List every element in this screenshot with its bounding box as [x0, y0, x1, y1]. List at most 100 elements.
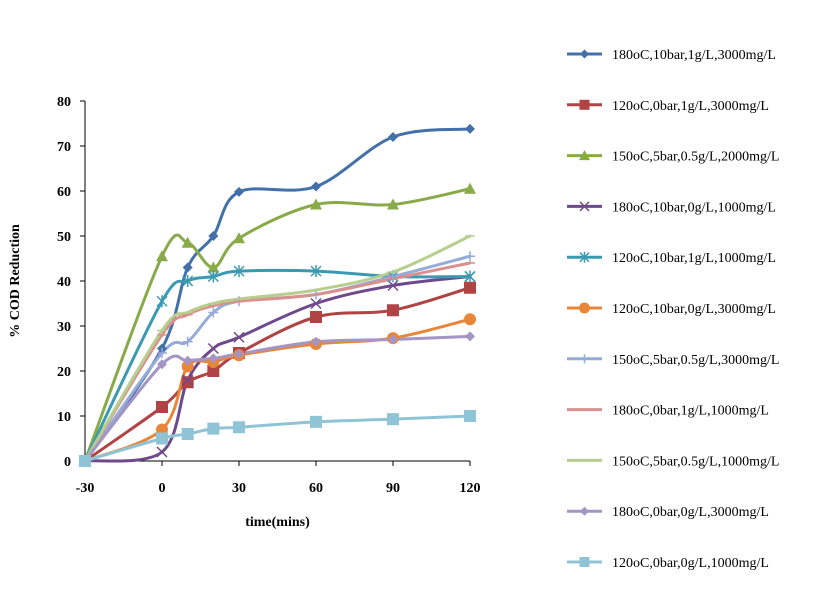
x-tick-label: 0	[159, 481, 166, 496]
data-point	[181, 360, 194, 373]
legend-item: 150oC,5bar,0.5g/L,3000mg/L	[567, 353, 779, 368]
data-point	[79, 455, 91, 467]
legend-label: 150oC,5bar,0.5g/L,3000mg/L	[612, 353, 779, 368]
data-point	[387, 198, 399, 210]
y-tick-label: 20	[57, 365, 71, 380]
data-point	[156, 250, 168, 262]
data-point	[310, 265, 322, 278]
data-point	[157, 348, 167, 358]
legend-label: 150oC,5bar,0.5g/L,1000mg/L	[612, 454, 779, 469]
data-point	[580, 354, 589, 364]
series-markers-group	[79, 410, 476, 467]
legend-item: 180oC,10bar,1g/L,3000mg/L	[567, 48, 776, 63]
data-point	[234, 348, 244, 359]
data-point	[181, 428, 194, 440]
data-point	[580, 49, 589, 59]
data-point	[579, 557, 590, 567]
data-point	[388, 334, 398, 345]
x-axis-title: time(mins)	[245, 515, 310, 530]
data-point	[387, 304, 399, 317]
data-point	[233, 265, 245, 278]
series-line	[83, 254, 472, 463]
data-point	[234, 186, 244, 197]
data-point	[579, 201, 590, 212]
legend-item: 120oC,10bar,0g/L,3000mg/L	[567, 302, 776, 317]
data-point	[156, 401, 168, 413]
data-point	[182, 355, 193, 366]
data-point	[464, 410, 476, 422]
legend-item: 120oC,10bar,1g/L,1000mg/L	[567, 251, 776, 266]
legend-label: 120oC,0bar,0g/L,1000mg/L	[612, 556, 769, 571]
data-point	[207, 365, 220, 377]
data-point	[207, 261, 220, 273]
legend-item: 150oC,5bar,0.5g/L,1000mg/L	[567, 454, 779, 469]
axes	[84, 101, 470, 462]
data-point	[233, 232, 245, 244]
series-markers-group	[80, 235, 475, 462]
data-point	[388, 132, 398, 142]
legend-label: 180oC,0bar,1g/L,1000mg/L	[612, 404, 769, 419]
y-tick-label: 60	[57, 185, 71, 200]
y-tick-label: 10	[57, 410, 71, 425]
y-tick-label: 40	[57, 275, 71, 290]
legend-label: 120oC,10bar,1g/L,1000mg/L	[612, 251, 776, 266]
series-markers-group	[80, 262, 475, 462]
data-point	[465, 331, 475, 342]
data-point	[465, 123, 475, 134]
series-markers	[79, 123, 476, 467]
data-point	[387, 413, 399, 426]
data-point	[579, 251, 590, 263]
data-point	[156, 446, 168, 458]
data-point	[579, 150, 590, 161]
data-point	[207, 342, 219, 355]
series-lines	[83, 127, 472, 463]
data-point	[388, 271, 398, 282]
data-point	[464, 281, 476, 294]
data-point	[181, 236, 194, 248]
data-point	[208, 307, 219, 318]
data-point	[310, 311, 322, 323]
y-tick-label: 70	[57, 140, 71, 155]
legend-item: 120oC,0bar,0g/L,1000mg/L	[567, 556, 769, 571]
x-tick-label: 30	[232, 481, 246, 496]
data-point	[233, 421, 245, 434]
series-markers-group	[79, 182, 476, 466]
data-point	[310, 297, 322, 310]
y-tick-label: 30	[57, 320, 71, 335]
y-tick-label: 80	[57, 95, 71, 110]
legend-label: 150oC,5bar,0.5g/L,2000mg/L	[612, 150, 779, 165]
data-point	[156, 432, 168, 445]
data-point	[208, 353, 219, 364]
data-point	[233, 331, 245, 343]
data-point	[181, 376, 194, 389]
data-point	[182, 336, 193, 347]
x-tick-label: 60	[309, 481, 323, 496]
legend-label: 180oC,10bar,0g/L,1000mg/L	[612, 200, 776, 215]
legend-label: 120oC,10bar,0g/L,3000mg/L	[612, 302, 776, 317]
y-tick-label: 0	[64, 455, 71, 470]
legend-label: 180oC,10bar,1g/L,3000mg/L	[612, 48, 776, 63]
data-point	[182, 275, 194, 287]
x-axis-ticks: -30 0 30 60 90 120	[76, 461, 481, 496]
data-point	[207, 422, 220, 435]
data-point	[311, 181, 321, 192]
data-point	[387, 279, 399, 292]
legend-label: 120oC,0bar,1g/L,3000mg/L	[612, 99, 769, 114]
legend-item: 180oC,10bar,0g/L,1000mg/L	[567, 200, 776, 215]
data-point	[579, 302, 590, 314]
legend-item: 150oC,5bar,0.5g/L,2000mg/L	[567, 150, 779, 165]
data-point	[464, 182, 476, 194]
data-point	[464, 313, 476, 326]
y-axis-title: % COD Reduction	[8, 224, 23, 338]
data-point	[157, 359, 167, 370]
y-tick-label: 50	[57, 230, 71, 245]
data-point	[311, 336, 321, 347]
data-point	[580, 506, 589, 516]
data-point	[156, 295, 168, 308]
data-point	[182, 374, 194, 386]
series-line	[83, 286, 472, 463]
data-point	[310, 415, 322, 428]
data-point	[464, 270, 476, 283]
data-point	[579, 99, 590, 110]
y-axis-ticks: 0 10 20 30 40 50 60 70 80	[57, 95, 85, 470]
